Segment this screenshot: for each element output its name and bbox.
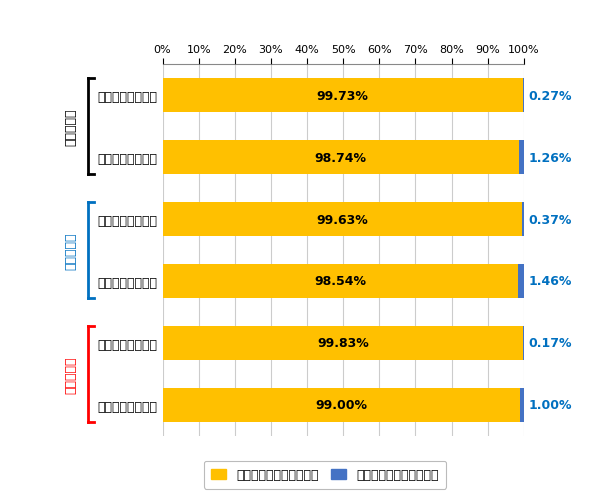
Text: 98.74%: 98.74% (315, 151, 367, 164)
Bar (518, 265, 524, 299)
Bar (163, 326, 523, 360)
Text: 0.17%: 0.17% (528, 337, 571, 350)
Bar (163, 202, 523, 236)
Bar (523, 326, 524, 360)
Bar (523, 202, 524, 236)
Text: 99.00%: 99.00% (315, 398, 367, 411)
Text: 1.00%: 1.00% (528, 398, 571, 411)
Text: 0.37%: 0.37% (528, 213, 571, 226)
Bar (163, 141, 519, 175)
Bar (163, 265, 518, 299)
Text: 1.46%: 1.46% (528, 275, 571, 288)
Text: 0.27%: 0.27% (528, 90, 571, 103)
Bar (520, 388, 524, 422)
Bar (523, 79, 524, 113)
Text: 中学生全体: 中学生全体 (64, 108, 77, 146)
Text: 男子中学生: 男子中学生 (64, 232, 77, 269)
Bar (163, 388, 520, 422)
Bar (163, 79, 523, 113)
Legend: 有機溶剤の生涯経験なし, 有機溶剤の生涯経験あり: 有機溶剤の生涯経験なし, 有機溶剤の生涯経験あり (204, 461, 446, 489)
Text: 99.83%: 99.83% (317, 337, 368, 350)
Text: 1.26%: 1.26% (528, 151, 571, 164)
Text: 99.73%: 99.73% (317, 90, 368, 103)
Text: 99.63%: 99.63% (317, 213, 368, 226)
Text: 98.54%: 98.54% (314, 275, 367, 288)
Bar (519, 141, 524, 175)
Text: 女子中学生: 女子中学生 (64, 355, 77, 393)
